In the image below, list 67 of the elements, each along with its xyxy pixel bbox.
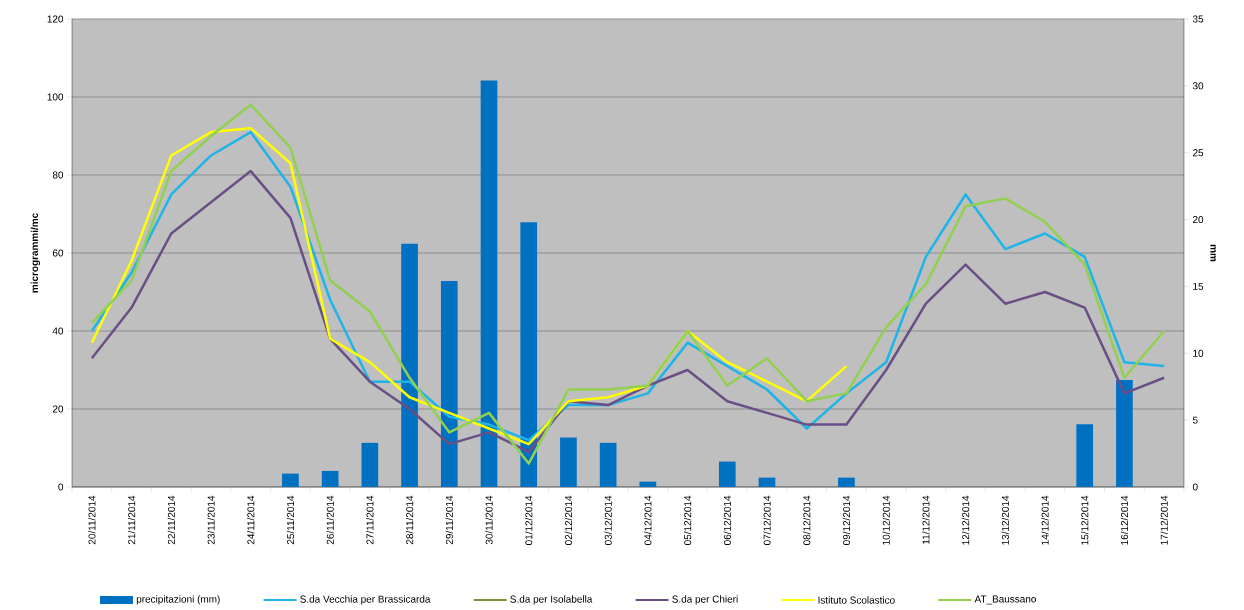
x-tick-label: 01/12/2014 [525, 495, 533, 545]
x-tick-label: 13/12/2014 [1001, 495, 1009, 545]
bar [361, 442, 379, 487]
bar [282, 473, 299, 487]
x-tick-label: 27/11/2014 [366, 495, 374, 545]
x-tick-label: 29/11/2014 [445, 495, 453, 545]
legend-label: AT_Baussano [974, 595, 1036, 605]
x-tick-label: 23/11/2014 [207, 495, 215, 545]
y-tick-label: 0 [58, 483, 64, 491]
x-tick-label: 30/11/2014 [485, 495, 493, 545]
legend-label: Istituto Scolastico [818, 596, 895, 604]
x-tick-label: 04/12/2014 [644, 495, 652, 545]
bar [480, 80, 498, 487]
legend-label: precipitazioni (mm) [136, 595, 220, 605]
y-tick-label: 100 [47, 93, 64, 101]
legend-label: S.da Vecchia per Brassicarda [300, 595, 431, 605]
bar [321, 470, 339, 487]
x-tick-label: 06/12/2014 [723, 495, 731, 545]
line-series [90, 169, 1166, 454]
x-tick-label: 22/11/2014 [167, 495, 175, 545]
x-tick-label: 10/12/2014 [882, 495, 890, 545]
y-tick-label: 40 [52, 327, 64, 335]
x-tick-label: 17/12/2014 [1160, 495, 1168, 545]
x-tick-label: 24/11/2014 [247, 495, 255, 545]
bar [758, 477, 776, 487]
bar [401, 243, 418, 487]
y-tick-label: 80 [52, 171, 64, 179]
x-tick-label: 15/12/2014 [1081, 495, 1089, 545]
bar [560, 437, 577, 487]
y2-tick-label: 30 [1192, 82, 1204, 90]
x-tick-label: 08/12/2014 [803, 495, 811, 545]
y-tick-label: 60 [52, 249, 64, 257]
bar [599, 442, 617, 487]
bar [639, 481, 657, 487]
x-tick-label: 26/11/2014 [326, 495, 334, 545]
bar [1116, 380, 1133, 487]
x-tick-label: 25/11/2014 [286, 495, 295, 545]
y2-tick-label: 5 [1192, 416, 1198, 424]
x-tick-label: 09/12/2014 [842, 495, 851, 545]
x-tick-label: 12/12/2014 [961, 495, 970, 545]
x-tick-label: 05/12/2014 [683, 495, 692, 545]
x-tick-label: 21/11/2014 [127, 495, 136, 545]
y2-tick-label: 10 [1193, 349, 1204, 357]
y2-axis-title: mm [1210, 244, 1216, 262]
bar [440, 281, 458, 487]
y-tick-label: 120 [47, 15, 64, 23]
bar [520, 222, 538, 487]
x-tick-label: 14/12/2014 [1041, 495, 1049, 545]
bar [718, 461, 736, 487]
legend-label: S.da per Isolabella [510, 595, 593, 605]
y-axis-title: microgrammi/mc [30, 213, 41, 293]
x-tick-label: 11/12/2014 [922, 495, 930, 544]
x-tick-label: 28/11/2014 [405, 495, 414, 545]
bar [838, 477, 855, 487]
x-tick-label: 07/12/2014 [763, 495, 771, 545]
legend-label: S.da per Chieri [672, 595, 738, 605]
x-tick-label: 03/12/2014 [604, 495, 612, 545]
bar [1076, 424, 1094, 487]
y2-tick-label: 15 [1193, 282, 1204, 290]
y2-tick-label: 25 [1193, 149, 1204, 157]
y-tick-label: 20 [52, 405, 64, 413]
x-tick-label: 16/12/2014 [1120, 495, 1129, 545]
y2-tick-label: 0 [1192, 483, 1198, 491]
y2-tick-label: 35 [1192, 15, 1204, 23]
x-tick-label: 20/11/2014 [88, 495, 96, 545]
x-tick-label: 02/12/2014 [564, 495, 573, 545]
y2-tick-label: 20 [1193, 216, 1204, 224]
